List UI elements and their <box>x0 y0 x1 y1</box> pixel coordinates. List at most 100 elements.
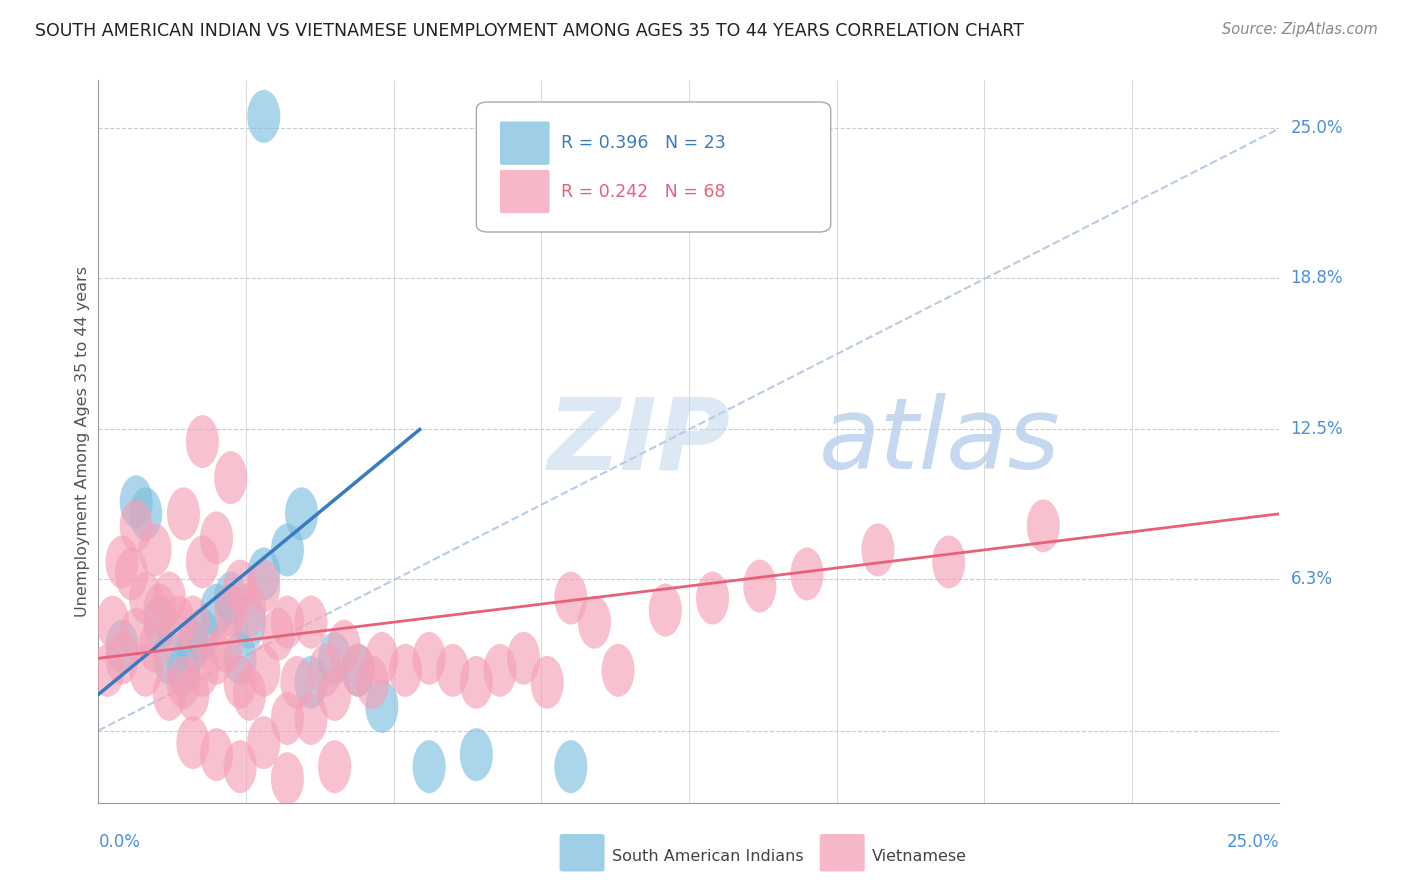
Ellipse shape <box>602 644 634 697</box>
Ellipse shape <box>105 632 139 685</box>
Ellipse shape <box>105 535 139 589</box>
FancyBboxPatch shape <box>477 102 831 232</box>
Ellipse shape <box>139 524 172 576</box>
Ellipse shape <box>294 596 328 648</box>
Ellipse shape <box>271 596 304 648</box>
Ellipse shape <box>120 475 153 528</box>
Ellipse shape <box>233 583 266 637</box>
Ellipse shape <box>224 559 257 613</box>
Y-axis label: Unemployment Among Ages 35 to 44 years: Unemployment Among Ages 35 to 44 years <box>75 266 90 617</box>
Text: ZIP: ZIP <box>547 393 730 490</box>
Ellipse shape <box>153 632 186 685</box>
Ellipse shape <box>224 656 257 709</box>
Ellipse shape <box>115 548 148 600</box>
Ellipse shape <box>247 559 280 613</box>
Ellipse shape <box>271 524 304 576</box>
Ellipse shape <box>412 740 446 793</box>
Ellipse shape <box>262 607 294 661</box>
Ellipse shape <box>530 656 564 709</box>
Ellipse shape <box>247 644 280 697</box>
Ellipse shape <box>200 583 233 637</box>
Ellipse shape <box>389 644 422 697</box>
Ellipse shape <box>790 548 824 600</box>
Ellipse shape <box>412 632 446 685</box>
Ellipse shape <box>247 90 280 143</box>
Ellipse shape <box>153 572 186 624</box>
Ellipse shape <box>484 644 516 697</box>
Ellipse shape <box>176 716 209 769</box>
Ellipse shape <box>247 716 280 769</box>
Ellipse shape <box>167 487 200 541</box>
Ellipse shape <box>648 583 682 637</box>
Ellipse shape <box>186 535 219 589</box>
Ellipse shape <box>271 692 304 745</box>
Ellipse shape <box>1026 500 1060 552</box>
Ellipse shape <box>214 572 247 624</box>
Ellipse shape <box>578 596 612 648</box>
Text: 0.0%: 0.0% <box>98 833 141 851</box>
Ellipse shape <box>696 572 730 624</box>
Ellipse shape <box>233 596 266 648</box>
FancyBboxPatch shape <box>501 169 550 213</box>
Text: 12.5%: 12.5% <box>1291 420 1343 439</box>
Ellipse shape <box>366 632 398 685</box>
Ellipse shape <box>176 668 209 721</box>
Ellipse shape <box>294 692 328 745</box>
Ellipse shape <box>318 668 352 721</box>
Ellipse shape <box>554 572 588 624</box>
Ellipse shape <box>744 559 776 613</box>
Ellipse shape <box>214 583 247 637</box>
Text: 18.8%: 18.8% <box>1291 268 1343 286</box>
Ellipse shape <box>129 487 162 541</box>
Ellipse shape <box>294 656 328 709</box>
Ellipse shape <box>932 535 966 589</box>
Ellipse shape <box>309 644 342 697</box>
Ellipse shape <box>129 644 162 697</box>
Ellipse shape <box>280 656 314 709</box>
Ellipse shape <box>436 644 470 697</box>
Ellipse shape <box>200 632 233 685</box>
Ellipse shape <box>233 668 266 721</box>
Ellipse shape <box>176 596 209 648</box>
Text: Vietnamese: Vietnamese <box>872 849 967 863</box>
Ellipse shape <box>186 415 219 468</box>
Ellipse shape <box>167 656 200 709</box>
Ellipse shape <box>460 728 494 781</box>
Ellipse shape <box>508 632 540 685</box>
Ellipse shape <box>143 596 176 648</box>
Ellipse shape <box>214 451 247 504</box>
Ellipse shape <box>318 632 352 685</box>
Ellipse shape <box>285 487 318 541</box>
Ellipse shape <box>862 524 894 576</box>
Ellipse shape <box>120 500 153 552</box>
Ellipse shape <box>460 656 494 709</box>
FancyBboxPatch shape <box>501 121 550 165</box>
Ellipse shape <box>96 596 129 648</box>
Ellipse shape <box>554 740 588 793</box>
Ellipse shape <box>318 740 352 793</box>
Ellipse shape <box>271 752 304 805</box>
Text: SOUTH AMERICAN INDIAN VS VIETNAMESE UNEMPLOYMENT AMONG AGES 35 TO 44 YEARS CORRE: SOUTH AMERICAN INDIAN VS VIETNAMESE UNEM… <box>35 22 1024 40</box>
Ellipse shape <box>153 668 186 721</box>
Ellipse shape <box>186 607 219 661</box>
Ellipse shape <box>176 620 209 673</box>
Text: Source: ZipAtlas.com: Source: ZipAtlas.com <box>1222 22 1378 37</box>
Ellipse shape <box>139 620 172 673</box>
Ellipse shape <box>356 656 389 709</box>
Text: 25.0%: 25.0% <box>1227 833 1279 851</box>
Ellipse shape <box>209 620 242 673</box>
Text: R = 0.242   N = 68: R = 0.242 N = 68 <box>561 183 725 201</box>
Text: 25.0%: 25.0% <box>1291 120 1343 137</box>
Ellipse shape <box>342 644 375 697</box>
Ellipse shape <box>105 620 139 673</box>
Text: South American Indians: South American Indians <box>612 849 803 863</box>
Text: R = 0.396   N = 23: R = 0.396 N = 23 <box>561 134 725 153</box>
Ellipse shape <box>162 596 195 648</box>
Ellipse shape <box>366 680 398 733</box>
Ellipse shape <box>120 607 153 661</box>
Text: 6.3%: 6.3% <box>1291 570 1333 588</box>
Ellipse shape <box>224 740 257 793</box>
Ellipse shape <box>200 728 233 781</box>
Ellipse shape <box>224 632 257 685</box>
Ellipse shape <box>247 548 280 600</box>
